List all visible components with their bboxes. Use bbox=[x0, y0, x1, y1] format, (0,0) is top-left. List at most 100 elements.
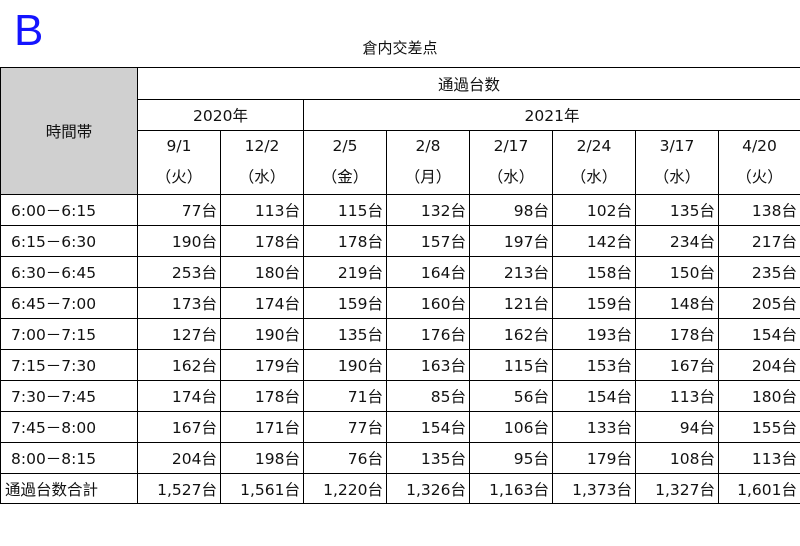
count-cell: 159台 bbox=[552, 287, 636, 319]
count-cell: 167台 bbox=[137, 411, 221, 443]
date-label: 2/5 bbox=[332, 137, 358, 155]
table-row: 7:30－7:45 174台 178台 71台 85台 56台 154台 113台 180台 bbox=[0, 380, 800, 412]
count-cell: 197台 bbox=[469, 225, 553, 257]
total-cell: 1,527台 bbox=[137, 473, 221, 504]
weekday-label: （水） bbox=[653, 168, 701, 186]
traffic-count-table: 時間帯 通過台数 2020年 2021年 9/1 （火） 12/2 （水） 2/5 （金）… bbox=[0, 67, 800, 504]
count-cell: 76台 bbox=[303, 442, 387, 474]
weekday-label: （水） bbox=[487, 168, 535, 186]
count-cell: 157台 bbox=[386, 225, 470, 257]
year-header-2020: 2020年 bbox=[137, 99, 304, 131]
count-cell: 167台 bbox=[635, 349, 719, 381]
count-cell: 198台 bbox=[220, 442, 304, 474]
time-slot-label: 6:45－7:00 bbox=[0, 287, 138, 319]
count-cell: 193台 bbox=[552, 318, 636, 350]
count-cell: 190台 bbox=[137, 225, 221, 257]
count-cell: 190台 bbox=[220, 318, 304, 350]
count-cell: 121台 bbox=[469, 287, 553, 319]
count-cell: 162台 bbox=[137, 349, 221, 381]
date-header: 4/20 （火） bbox=[717, 130, 800, 195]
count-cell: 158台 bbox=[552, 256, 636, 288]
weekday-label: （水） bbox=[238, 168, 286, 186]
count-cell: 85台 bbox=[386, 380, 470, 412]
weekday-label: （水） bbox=[570, 168, 618, 186]
date-header: 2/24 （水） bbox=[552, 130, 636, 195]
year-header-2021: 2021年 bbox=[302, 99, 800, 131]
date-header: 2/5 （金） bbox=[303, 130, 387, 195]
table-body: 6:00－6:15 77台 113台 115台 132台 98台 102台 135台 138台 6… bbox=[0, 194, 800, 504]
count-cell: 160台 bbox=[386, 287, 470, 319]
date-label: 4/20 bbox=[742, 137, 777, 155]
total-cell: 1,220台 bbox=[303, 473, 387, 504]
time-slot-label: 7:15－7:30 bbox=[0, 349, 138, 381]
group-header: 通過台数 bbox=[136, 67, 800, 100]
count-cell: 176台 bbox=[386, 318, 470, 350]
count-cell: 106台 bbox=[469, 411, 553, 443]
time-slot-label: 7:45－8:00 bbox=[0, 411, 138, 443]
date-label: 9/1 bbox=[166, 137, 192, 155]
count-cell: 219台 bbox=[303, 256, 387, 288]
section-marker: B bbox=[14, 6, 44, 55]
count-cell: 77台 bbox=[137, 194, 221, 226]
count-cell: 190台 bbox=[303, 349, 387, 381]
total-row: 通過台数合計 1,527台 1,561台 1,220台 1,326台 1,163台 1,37… bbox=[0, 473, 800, 504]
count-cell: 171台 bbox=[220, 411, 304, 443]
count-cell: 159台 bbox=[303, 287, 387, 319]
count-cell: 174台 bbox=[220, 287, 304, 319]
count-cell: 155台 bbox=[717, 411, 800, 443]
count-cell: 154台 bbox=[552, 380, 636, 412]
count-cell: 113台 bbox=[635, 380, 719, 412]
count-cell: 235台 bbox=[717, 256, 800, 288]
count-cell: 205台 bbox=[717, 287, 800, 319]
count-cell: 253台 bbox=[137, 256, 221, 288]
count-cell: 135台 bbox=[635, 194, 719, 226]
count-cell: 115台 bbox=[469, 349, 553, 381]
count-cell: 173台 bbox=[137, 287, 221, 319]
count-cell: 163台 bbox=[386, 349, 470, 381]
count-cell: 234台 bbox=[635, 225, 719, 257]
weekday-label: （火） bbox=[155, 168, 203, 186]
date-header-row: 9/1 （火） 12/2 （水） 2/5 （金） 2/8 （月） 2/17 （水） 2/24 （水） 3… bbox=[1, 130, 800, 195]
count-cell: 115台 bbox=[303, 194, 387, 226]
count-cell: 98台 bbox=[469, 194, 553, 226]
time-slot-label: 6:30－6:45 bbox=[0, 256, 138, 288]
table-row: 6:45－7:00 173台 174台 159台 160台 121台 159台 148台 205… bbox=[0, 287, 800, 319]
date-header: 12/2 （水） bbox=[220, 130, 304, 195]
count-cell: 204台 bbox=[717, 349, 800, 381]
table-row: 8:00－8:15 204台 198台 76台 135台 95台 179台 108台 113台 bbox=[0, 442, 800, 474]
count-cell: 127台 bbox=[137, 318, 221, 350]
table-row: 7:15－7:30 162台 179台 190台 163台 115台 153台 167台 204… bbox=[0, 349, 800, 381]
date-header: 2/17 （水） bbox=[469, 130, 553, 195]
count-cell: 154台 bbox=[717, 318, 800, 350]
date-header: 2/8 （月） bbox=[386, 130, 470, 195]
count-cell: 150台 bbox=[635, 256, 719, 288]
row-label-header: 時間帯 bbox=[0, 67, 138, 195]
count-cell: 179台 bbox=[220, 349, 304, 381]
count-cell: 133台 bbox=[552, 411, 636, 443]
count-cell: 113台 bbox=[717, 442, 800, 474]
total-cell: 1,327台 bbox=[635, 473, 719, 504]
count-cell: 102台 bbox=[552, 194, 636, 226]
time-slot-label: 6:00－6:15 bbox=[0, 194, 138, 226]
count-cell: 113台 bbox=[220, 194, 304, 226]
count-cell: 148台 bbox=[635, 287, 719, 319]
date-label: 2/24 bbox=[576, 137, 612, 155]
total-cell: 1,163台 bbox=[469, 473, 553, 504]
count-cell: 178台 bbox=[635, 318, 719, 350]
count-cell: 95台 bbox=[469, 442, 553, 474]
total-label: 通過台数合計 bbox=[0, 473, 138, 504]
time-slot-label: 7:30－7:45 bbox=[0, 380, 138, 412]
time-slot-label: 7:00－7:15 bbox=[0, 318, 138, 350]
table-row: 6:30－6:45 253台 180台 219台 164台 213台 158台 150台 235… bbox=[0, 256, 800, 288]
count-cell: 77台 bbox=[303, 411, 387, 443]
total-cell: 1,373台 bbox=[552, 473, 636, 504]
total-cell: 1,326台 bbox=[386, 473, 470, 504]
page-title: 倉内交差点 bbox=[362, 39, 438, 57]
count-cell: 204台 bbox=[137, 442, 221, 474]
count-cell: 132台 bbox=[386, 194, 470, 226]
count-cell: 56台 bbox=[469, 380, 553, 412]
count-cell: 213台 bbox=[469, 256, 553, 288]
date-label: 3/17 bbox=[659, 137, 695, 155]
count-cell: 154台 bbox=[386, 411, 470, 443]
count-cell: 135台 bbox=[386, 442, 470, 474]
